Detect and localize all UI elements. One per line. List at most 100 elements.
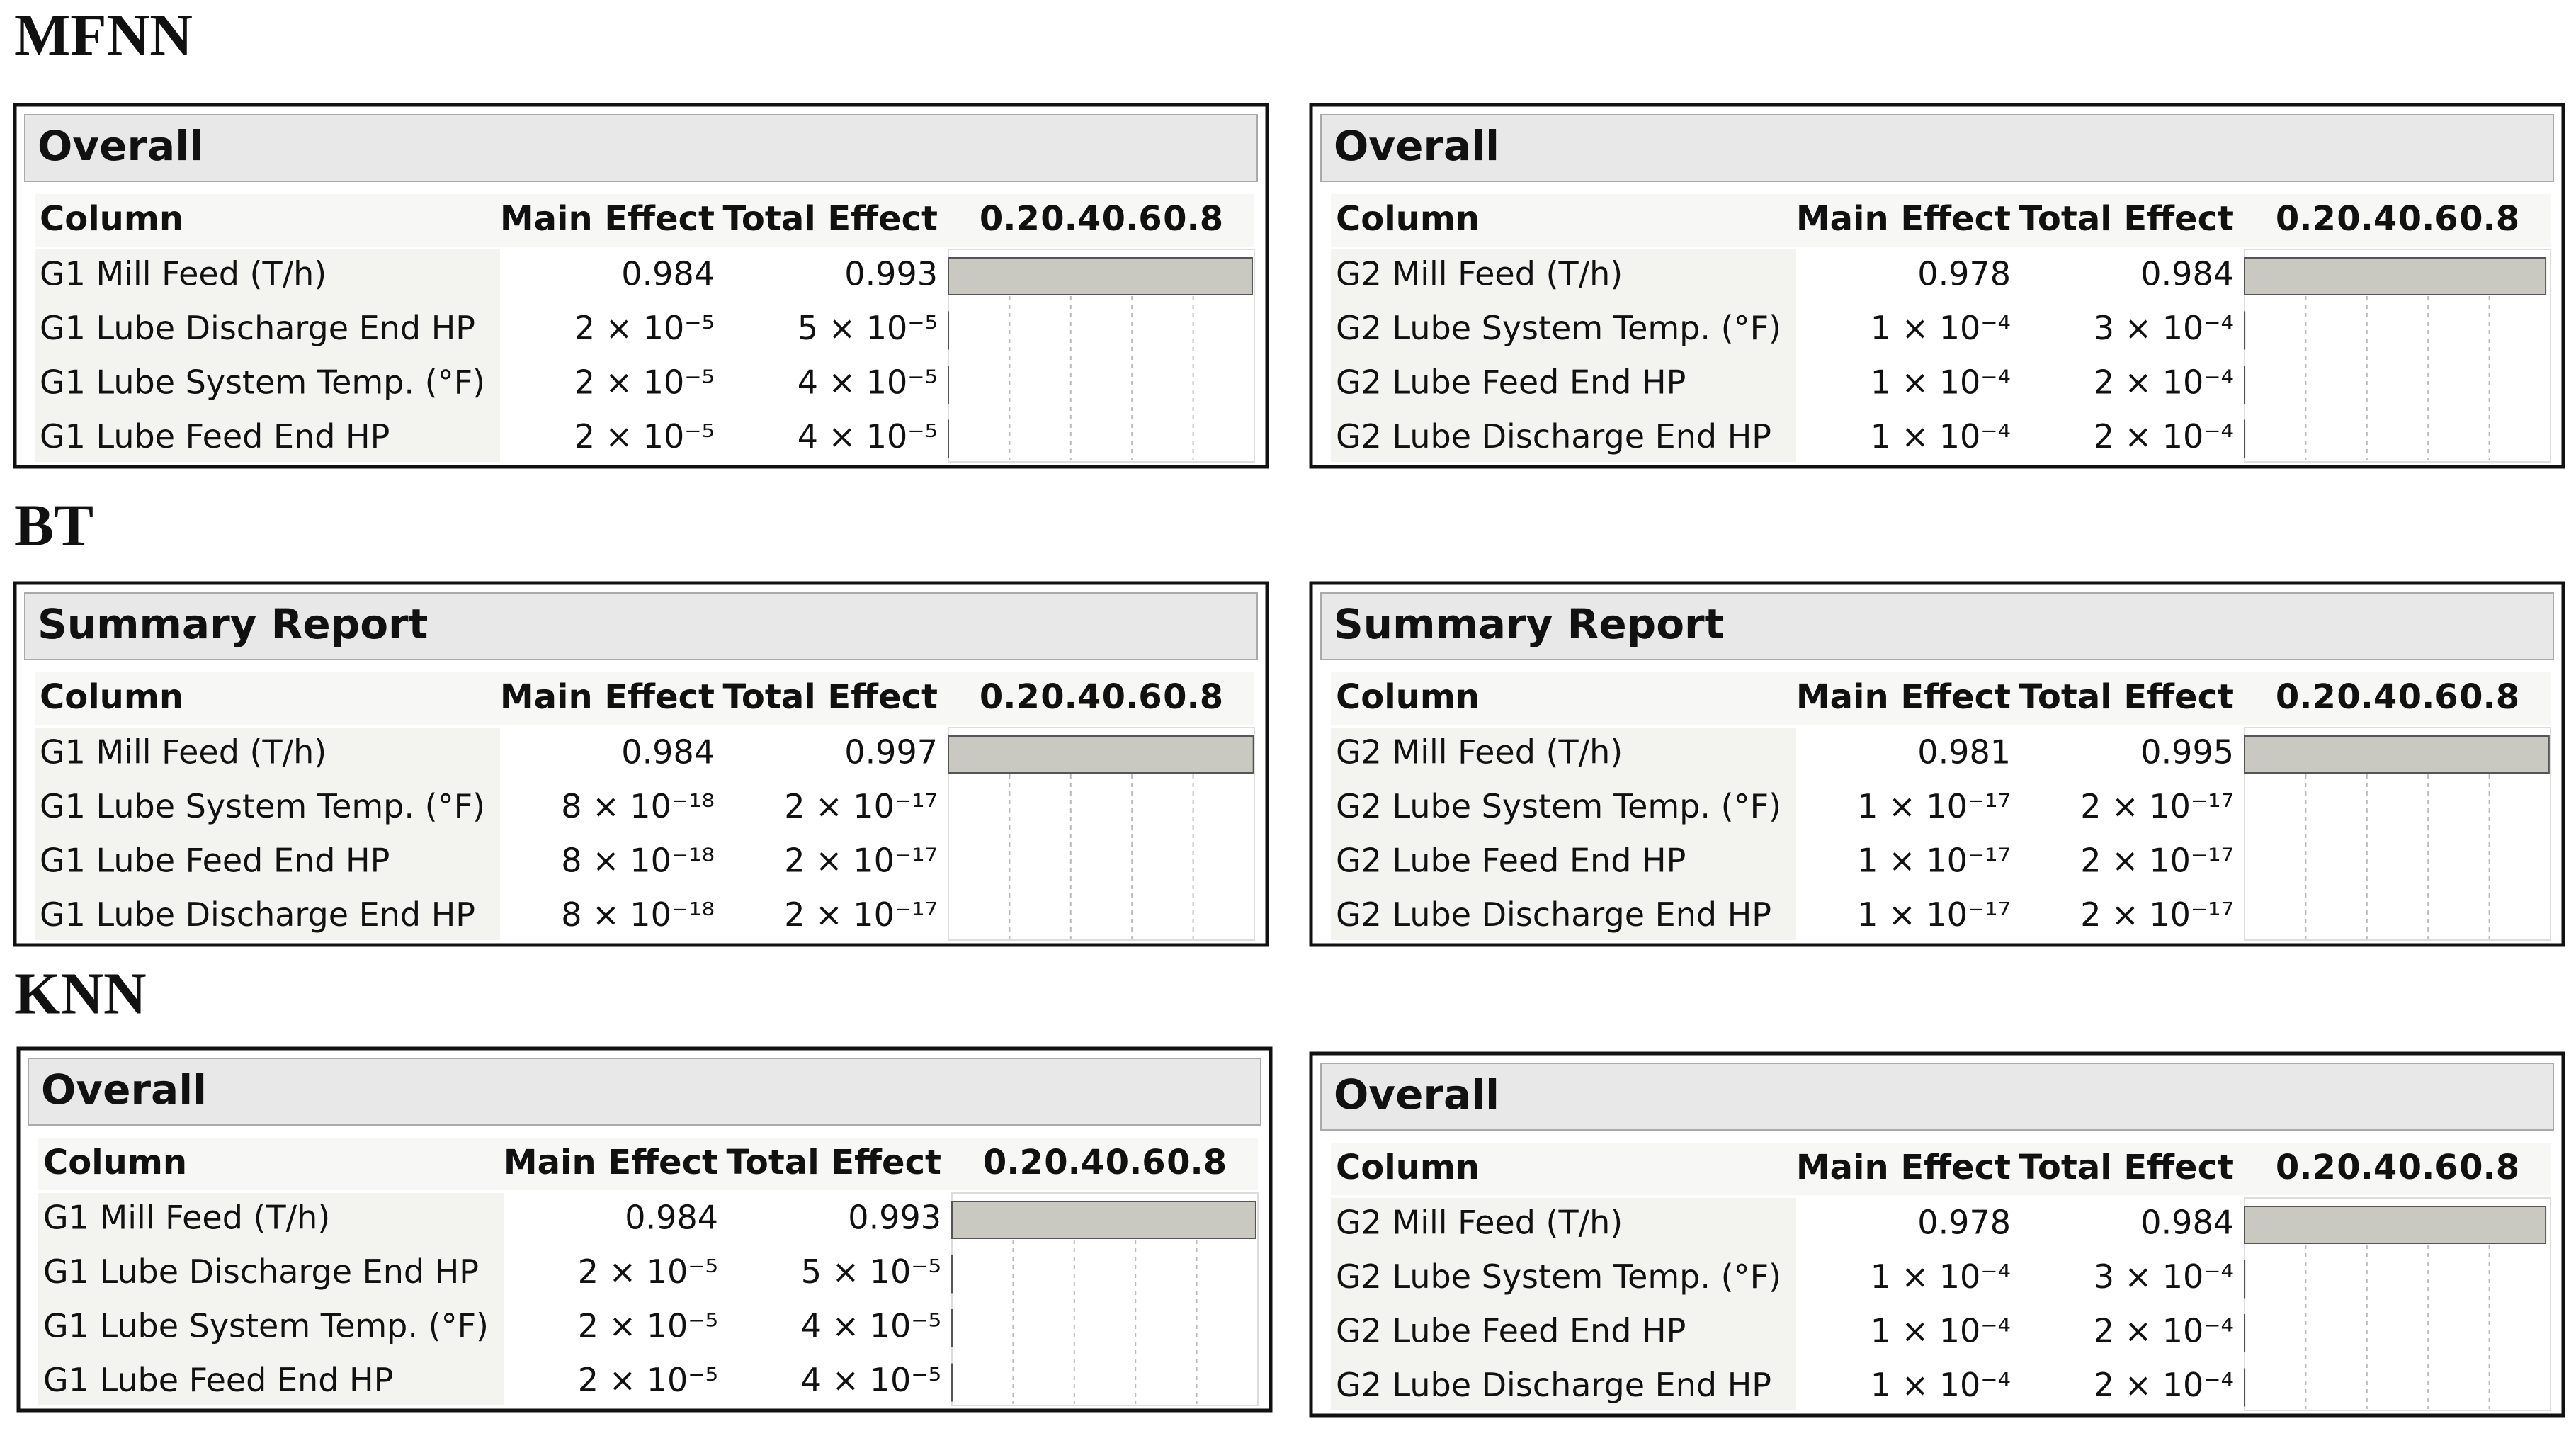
total-effect: 2 × 10⁻⁴ xyxy=(2094,363,2234,402)
panel-header: Overall xyxy=(38,122,203,170)
column-header: Main Effect xyxy=(1796,199,2011,239)
panel-header: Summary Report xyxy=(38,600,428,648)
tick-label: 0.2 xyxy=(980,199,1040,239)
tick-label: 0.6 xyxy=(2398,199,2458,239)
column-header-bg xyxy=(35,672,1254,725)
main-effect: 8 × 10⁻¹⁸ xyxy=(561,842,715,880)
panel-header: Overall xyxy=(1334,122,1499,170)
column-header: Main Effect xyxy=(500,677,715,717)
panel-header: Summary Report xyxy=(1334,600,1724,648)
tick-label: 0.2 xyxy=(983,1143,1043,1182)
column-header: Total Effect xyxy=(2019,1148,2234,1187)
main-effect: 1 × 10⁻⁴ xyxy=(1871,1257,2011,1296)
row-name: G1 Lube Discharge End HP xyxy=(40,895,475,934)
column-header: Total Effect xyxy=(723,199,938,239)
total-effect: 2 × 10⁻⁴ xyxy=(2094,1366,2234,1404)
name-column-bg xyxy=(35,249,500,462)
row-name: G2 Lube Feed End HP xyxy=(1336,842,1686,880)
name-column-bg xyxy=(35,728,500,940)
column-header: Column xyxy=(40,199,183,239)
tick-label: 0.2 xyxy=(2276,677,2336,717)
main-effect: 1 × 10⁻⁴ xyxy=(1871,417,2011,456)
main-effect: 1 × 10⁻⁴ xyxy=(1871,309,2011,347)
main-effect: 1 × 10⁻¹⁷ xyxy=(1857,842,2011,880)
total-effect: 0.993 xyxy=(848,1199,941,1237)
effect-bar xyxy=(948,257,1253,295)
row-name: G1 Mill Feed (T/h) xyxy=(43,1199,330,1237)
tick-label: 0.4 xyxy=(2337,199,2397,239)
column-header: Main Effect xyxy=(500,199,715,239)
total-effect: 4 × 10⁻⁵ xyxy=(798,363,938,402)
row-name: G2 Lube System Temp. (°F) xyxy=(1336,787,1781,825)
row-name: G1 Lube Discharge End HP xyxy=(40,309,475,347)
column-header: Total Effect xyxy=(2019,199,2234,239)
total-effect: 2 × 10⁻¹⁷ xyxy=(784,842,938,880)
main-effect: 1 × 10⁻¹⁷ xyxy=(1857,895,2011,934)
row-name: G1 Lube Discharge End HP xyxy=(43,1252,479,1291)
main-effect: 1 × 10⁻⁴ xyxy=(1871,1366,2011,1404)
panel-header: Overall xyxy=(41,1065,207,1114)
tick-label: 0.6 xyxy=(2398,677,2458,717)
main-effect: 2 × 10⁻⁵ xyxy=(574,417,715,456)
total-effect: 5 × 10⁻⁵ xyxy=(798,309,938,347)
tick-label: 0.4 xyxy=(1040,677,1101,717)
row-name: G2 Mill Feed (T/h) xyxy=(1336,255,1623,293)
main-effect: 0.981 xyxy=(1917,733,2011,771)
effect-bar xyxy=(951,1201,1256,1239)
tick-label: 0.8 xyxy=(2459,1148,2519,1187)
total-effect: 4 × 10⁻⁵ xyxy=(801,1307,941,1345)
total-effect: 0.997 xyxy=(844,733,938,771)
column-header: Column xyxy=(1336,1148,1480,1187)
column-header: Column xyxy=(43,1143,187,1182)
column-header: Total Effect xyxy=(723,677,938,717)
row-name: G2 Lube Feed End HP xyxy=(1336,363,1686,402)
section-title: KNN xyxy=(14,961,147,1026)
row-name: G2 Lube Feed End HP xyxy=(1336,1312,1686,1350)
column-header-bg xyxy=(1331,1143,2551,1195)
name-column-bg xyxy=(1331,728,1796,940)
main-effect: 0.984 xyxy=(625,1199,718,1237)
tick-label: 0.2 xyxy=(980,677,1040,717)
effect-bar xyxy=(2244,1206,2547,1244)
tick-label: 0.4 xyxy=(1044,1143,1104,1182)
row-name: G1 Lube System Temp. (°F) xyxy=(43,1307,489,1345)
tick-label: 0.2 xyxy=(2276,199,2336,239)
header-bar xyxy=(24,592,1258,660)
main-effect: 1 × 10⁻¹⁷ xyxy=(1857,787,2011,825)
column-header-bg xyxy=(1331,194,2551,247)
column-header: Total Effect xyxy=(727,1143,941,1182)
main-effect: 2 × 10⁻⁵ xyxy=(578,1361,718,1399)
column-header: Column xyxy=(1336,199,1480,239)
row-name: G1 Mill Feed (T/h) xyxy=(40,255,327,293)
main-effect: 0.978 xyxy=(1917,1204,2011,1242)
name-column-bg xyxy=(38,1193,504,1405)
row-name: G1 Lube System Temp. (°F) xyxy=(40,363,485,402)
column-header: Main Effect xyxy=(1796,677,2011,717)
name-column-bg xyxy=(1331,1198,1796,1410)
tick-label: 0.8 xyxy=(2459,199,2519,239)
column-header: Column xyxy=(1336,677,1480,717)
main-effect: 0.978 xyxy=(1917,255,2011,293)
total-effect: 4 × 10⁻⁵ xyxy=(798,417,938,456)
main-effect: 8 × 10⁻¹⁸ xyxy=(561,787,715,825)
main-effect: 1 × 10⁻⁴ xyxy=(1871,363,2011,402)
total-effect: 2 × 10⁻⁴ xyxy=(2094,417,2234,456)
tick-label: 0.4 xyxy=(2337,677,2397,717)
row-name: G2 Lube Discharge End HP xyxy=(1336,1366,1771,1404)
row-name: G2 Lube System Temp. (°F) xyxy=(1336,309,1781,347)
main-effect: 0.984 xyxy=(621,733,715,771)
main-effect: 1 × 10⁻⁴ xyxy=(1871,1312,2011,1350)
total-effect: 2 × 10⁻¹⁷ xyxy=(784,787,938,825)
tick-label: 0.8 xyxy=(2459,677,2519,717)
total-effect: 2 × 10⁻¹⁷ xyxy=(784,895,938,934)
tick-label: 0.6 xyxy=(2398,1148,2458,1187)
row-name: G1 Lube Feed End HP xyxy=(40,417,390,456)
row-name: G1 Lube System Temp. (°F) xyxy=(40,787,485,825)
main-effect: 2 × 10⁻⁵ xyxy=(574,363,715,402)
total-effect: 3 × 10⁻⁴ xyxy=(2094,309,2234,347)
header-bar xyxy=(1320,592,2554,660)
